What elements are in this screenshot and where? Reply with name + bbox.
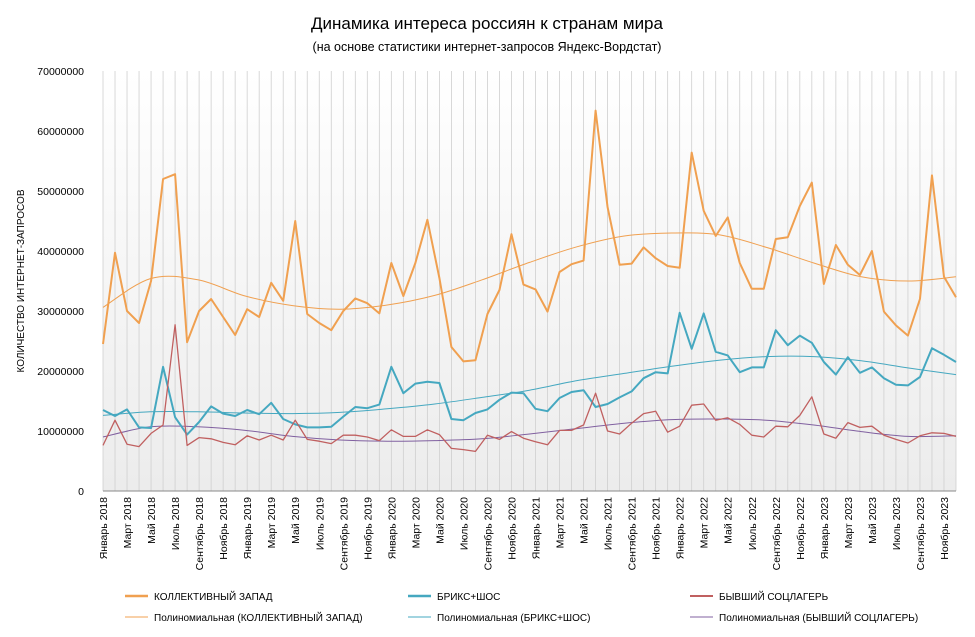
legend-label: КОЛЛЕКТИВНЫЙ ЗАПАД (154, 590, 273, 603)
legend-label: БЫВШИЙ СОЦЛАГЕРЬ (719, 590, 829, 603)
legend-item: Полиномиальная (БЫВШИЙ СОЦЛАГЕРЬ) (690, 611, 918, 624)
y-axis-label: КОЛИЧЕСТВО ИНТЕРНЕТ-ЗАПРОСОВ (16, 189, 27, 372)
y-tick-label: 70000000 (37, 66, 84, 78)
legend-item: КОЛЛЕКТИВНЫЙ ЗАПАД (125, 590, 273, 603)
x-tick-label: Ноябрь 2020 (506, 497, 518, 560)
legend-label: БРИКС+ШОС (437, 592, 500, 603)
trendline-2 (102, 355, 957, 416)
x-tick-label: Март 2019 (266, 497, 278, 549)
x-tick-label: Июль 2021 (603, 497, 615, 550)
x-tick-label: Январь 2020 (386, 497, 398, 559)
y-tick-label: 0 (78, 486, 84, 498)
trendlines (102, 232, 957, 442)
x-tick-label: Май 2021 (579, 497, 591, 544)
series-lines (102, 109, 957, 453)
legend-label: Полиномиальная (КОЛЛЕКТИВНЫЙ ЗАПАД) (154, 611, 363, 624)
x-tick-label: Январь 2018 (98, 497, 110, 559)
x-tick-label: Март 2020 (410, 497, 422, 549)
legend-label: Полиномиальная (БРИКС+ШОС) (437, 613, 590, 624)
x-tick-label: Июль 2022 (747, 497, 759, 550)
legend-item: Полиномиальная (КОЛЛЕКТИВНЫЙ ЗАПАД) (125, 611, 363, 624)
x-tick-label: Январь 2023 (819, 497, 831, 559)
x-tick-label: Сентябрь 2018 (194, 497, 206, 570)
series-line-2 (102, 311, 957, 436)
x-tick-label: Ноябрь 2018 (218, 497, 230, 560)
y-tick-label: 60000000 (37, 126, 84, 138)
x-tick-label: Июль 2020 (458, 497, 470, 550)
x-tick-label: Ноябрь 2022 (795, 497, 807, 560)
legend-item: БРИКС+ШОС (408, 592, 500, 603)
chart-subtitle: (на основе статистики интернет-запросов … (313, 40, 662, 54)
x-tick-label: Ноябрь 2021 (651, 497, 663, 560)
x-tick-label: Март 2018 (122, 497, 134, 549)
x-tick-label: Май 2020 (434, 497, 446, 544)
trendline-3 (102, 418, 957, 442)
x-tick-label: Январь 2021 (531, 497, 543, 559)
x-tick-label: Сентябрь 2021 (627, 497, 639, 570)
y-tick-label: 20000000 (37, 366, 84, 378)
x-tick-label: Март 2022 (699, 497, 711, 549)
x-tick-label: Май 2018 (146, 497, 158, 544)
x-tick-labels: Январь 2018 Март 2018 Май 2018 Июль 2018 Сен… (98, 497, 951, 570)
series-line-1 (102, 109, 957, 363)
x-tick-label: Сентябрь 2019 (338, 497, 350, 570)
y-tick-label: 40000000 (37, 246, 84, 258)
x-tick-label: Сентябрь 2020 (482, 497, 494, 570)
y-tick-label: 50000000 (37, 186, 84, 198)
chart-title: Динамика интереса россиян к странам мира (311, 14, 664, 33)
x-tick-label: Июль 2018 (170, 497, 182, 550)
x-tick-label: Май 2019 (290, 497, 302, 544)
x-tick-label: Март 2021 (555, 497, 567, 549)
legend-label: Полиномиальная (БЫВШИЙ СОЦЛАГЕРЬ) (719, 611, 918, 624)
legend-item: БЫВШИЙ СОЦЛАГЕРЬ (690, 590, 829, 603)
x-tick-label: Май 2022 (723, 497, 735, 544)
x-tick-label: Июль 2019 (314, 497, 326, 550)
x-tick-label: Январь 2019 (242, 497, 254, 559)
x-tick-label: Ноябрь 2023 (939, 497, 951, 560)
x-tick-label: Ноябрь 2019 (362, 497, 374, 560)
trendline-1 (102, 232, 957, 310)
x-tick-label: Сентябрь 2022 (771, 497, 783, 570)
y-tick-labels: 0 10000000 20000000 30000000 40000000 5000000… (37, 66, 84, 498)
x-tick-label: Май 2023 (867, 497, 879, 544)
y-tick-label: 10000000 (37, 426, 84, 438)
x-tick-label: Январь 2022 (675, 497, 687, 559)
legend-item: Полиномиальная (БРИКС+ШОС) (408, 613, 590, 624)
legend: КОЛЛЕКТИВНЫЙ ЗАПАД БРИКС+ШОС БЫВШИЙ СОЦЛ… (125, 590, 918, 624)
x-tick-label: Сентябрь 2023 (915, 497, 927, 570)
plot-area (103, 71, 956, 491)
y-tick-label: 30000000 (37, 306, 84, 318)
series-line-3 (102, 324, 957, 453)
x-tick-label: Март 2023 (843, 497, 855, 549)
x-tick-label: Июль 2023 (891, 497, 903, 550)
